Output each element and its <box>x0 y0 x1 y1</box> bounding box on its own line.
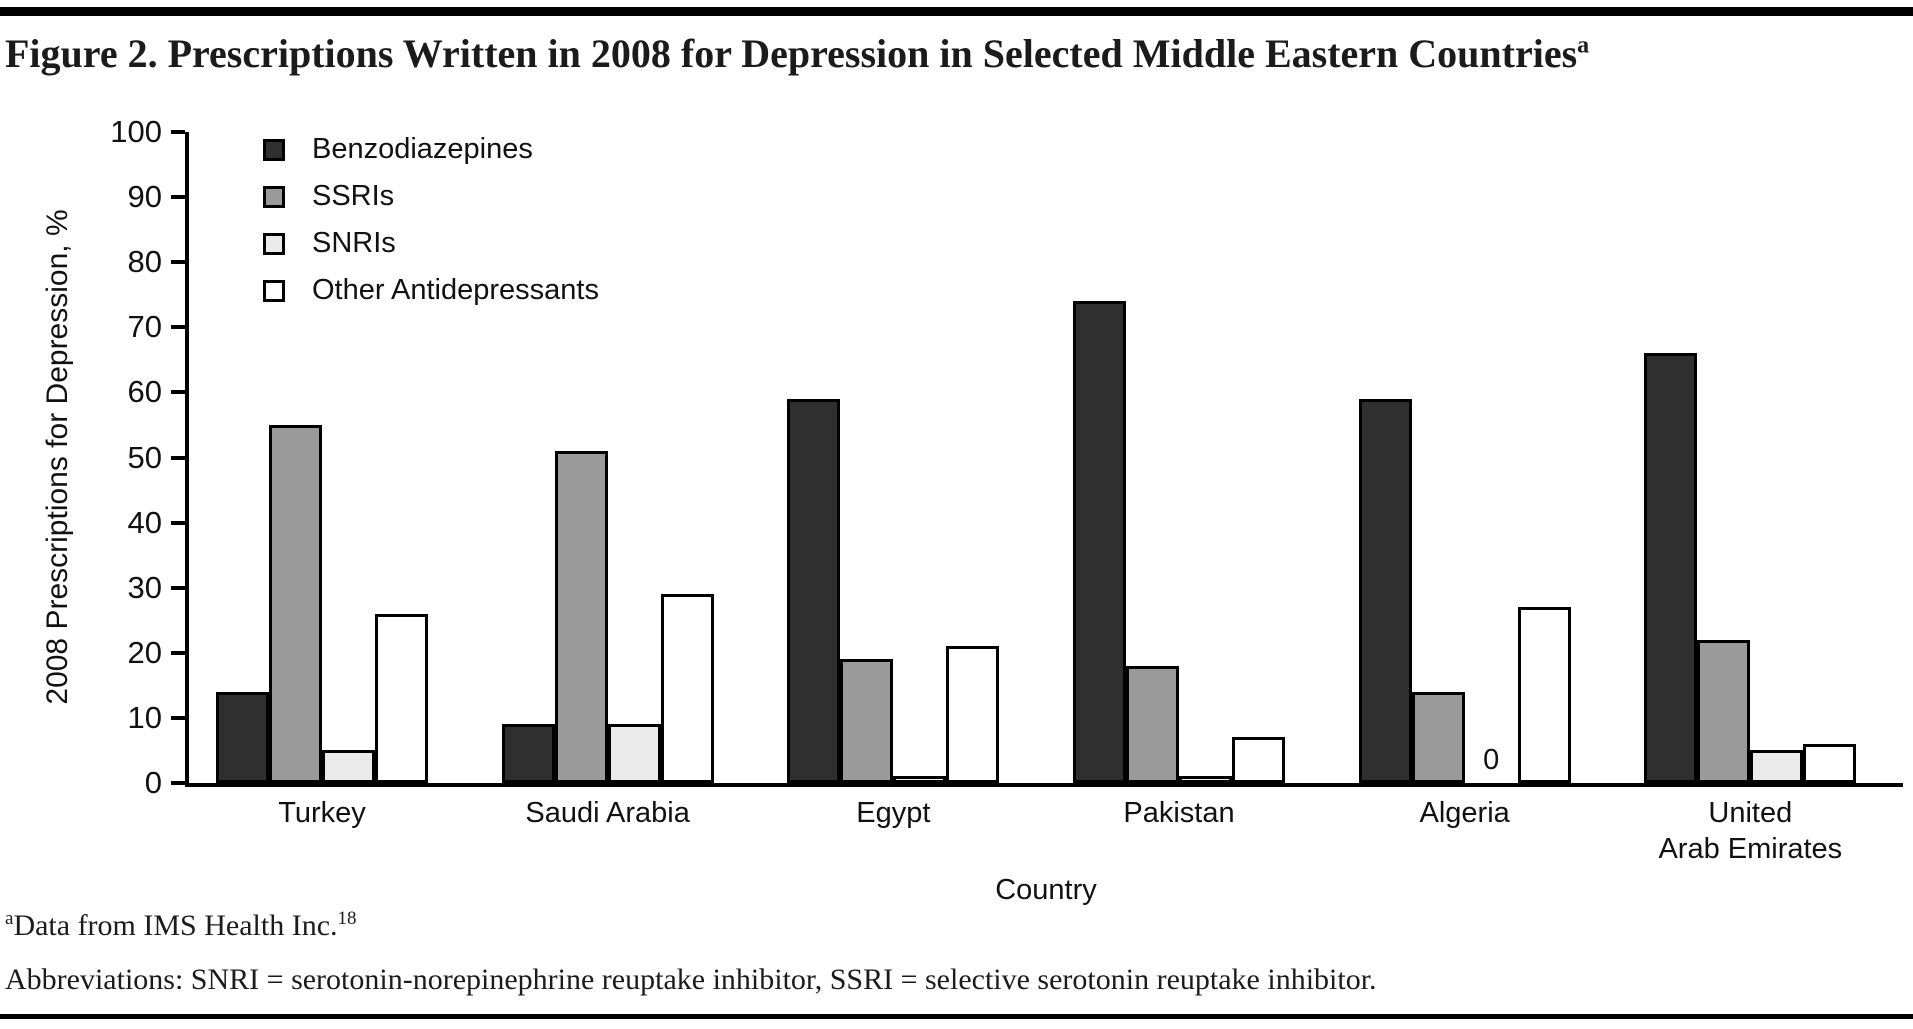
x-axis-title: Country <box>995 874 1097 906</box>
legend-item-snris: SNRIs <box>263 220 599 267</box>
bar-snris-saudi-arabia <box>607 724 661 783</box>
footnote-data-source-text: Data from IMS Health Inc. <box>13 909 338 942</box>
plot-area: Benzodiazepines SSRIs SNRIs Other Antidepre… <box>110 115 1903 800</box>
legend-swatch-other-antidepressants <box>263 279 285 302</box>
legend-label-snris: SNRIs <box>312 227 396 259</box>
bar-other-antidepressants-turkey <box>375 614 428 783</box>
figure-title-text: Figure 2. Prescriptions Written in 2008 … <box>5 31 1578 76</box>
footnote-reference-number: 18 <box>337 908 357 929</box>
y-tick-80 <box>171 260 185 265</box>
y-tick-70 <box>171 325 185 330</box>
legend-swatch-benzodiazepines <box>263 138 285 161</box>
bar-ssris-egypt <box>840 659 894 783</box>
y-tick-100 <box>171 130 185 134</box>
bar-ssris-algeria <box>1411 692 1465 783</box>
bar-ssris-united-arab-emirates <box>1697 640 1751 783</box>
bar-ssris-turkey <box>269 425 322 783</box>
bar-benzodiazepines-pakistan <box>1073 301 1126 783</box>
footnote-data-source: aData from IMS Health Inc.18 <box>5 908 1885 943</box>
legend-label-ssris: SSRIs <box>312 180 395 212</box>
legend-item-benzodiazepines: Benzodiazepines <box>263 126 599 173</box>
bar-other-antidepressants-united-arab-emirates <box>1803 744 1857 783</box>
bar-snris-turkey <box>322 750 375 783</box>
bar-other-antidepressants-saudi-arabia <box>660 594 714 783</box>
y-tick-10 <box>171 715 185 720</box>
bar-benzodiazepines-algeria <box>1358 399 1412 783</box>
footnote-marker: a <box>5 908 14 929</box>
legend-item-ssris: SSRIs <box>263 173 599 220</box>
y-tick-label-100: 100 <box>110 114 162 149</box>
y-tick-label-60: 60 <box>127 374 162 410</box>
bar-other-antidepressants-algeria <box>1517 607 1571 783</box>
bar-benzodiazepines-turkey <box>216 692 269 783</box>
y-tick-label-70: 70 <box>127 309 162 345</box>
y-tick-30 <box>171 585 185 590</box>
y-tick-60 <box>171 390 185 395</box>
bar-snris-pakistan <box>1179 776 1232 783</box>
y-tick-0 <box>171 781 185 785</box>
legend-swatch-ssris <box>263 185 285 208</box>
legend: Benzodiazepines SSRIs SNRIs Other Antidepre… <box>263 126 599 314</box>
bottom-rule <box>0 1014 1913 1019</box>
x-label-egypt: Egypt <box>856 797 931 829</box>
y-tick-label-40: 40 <box>127 504 162 540</box>
x-label-saudi-arabia: Saudi Arabia <box>525 797 690 829</box>
zero-value-label-snris-algeria: 0 <box>1483 744 1500 776</box>
y-tick-40 <box>171 520 185 525</box>
legend-swatch-snris <box>263 232 285 255</box>
bar-other-antidepressants-egypt <box>946 646 1000 783</box>
y-tick-label-10: 10 <box>127 699 162 735</box>
x-label-pakistan: Pakistan <box>1123 797 1235 829</box>
y-tick-label-30: 30 <box>127 569 162 605</box>
x-label-united-arab-emirates: United Arab Emirates <box>1658 797 1843 865</box>
bar-other-antidepressants-pakistan <box>1232 737 1285 783</box>
bar-ssris-pakistan <box>1126 666 1179 783</box>
figure-title: Figure 2. Prescriptions Written in 2008 … <box>5 30 1905 77</box>
top-rule <box>0 7 1913 16</box>
bar-benzodiazepines-egypt <box>787 399 841 783</box>
x-label-algeria: Algeria <box>1419 797 1510 829</box>
bar-benzodiazepines-united-arab-emirates <box>1644 353 1698 783</box>
bar-ssris-saudi-arabia <box>554 451 608 783</box>
bar-benzodiazepines-saudi-arabia <box>501 724 555 783</box>
legend-label-benzodiazepines: Benzodiazepines <box>312 133 533 165</box>
x-label-turkey: Turkey <box>278 797 366 829</box>
y-tick-label-90: 90 <box>127 179 162 215</box>
y-tick-label-0: 0 <box>144 765 162 800</box>
y-tick-50 <box>171 455 185 460</box>
y-tick-label-50: 50 <box>127 439 162 475</box>
figure-title-superscript: a <box>1577 32 1590 59</box>
legend-item-other-antidepressants: Other Antidepressants <box>263 267 599 314</box>
y-tick-label-80: 80 <box>127 244 162 280</box>
footnote-abbreviations: Abbreviations: SNRI = serotonin-norepine… <box>5 963 1377 996</box>
y-tick-20 <box>171 650 185 655</box>
y-tick-label-20: 20 <box>127 634 162 670</box>
legend-label-other-antidepressants: Other Antidepressants <box>312 274 599 306</box>
y-tick-90 <box>171 195 185 200</box>
bar-snris-egypt <box>893 776 947 783</box>
bar-snris-united-arab-emirates <box>1750 750 1804 783</box>
